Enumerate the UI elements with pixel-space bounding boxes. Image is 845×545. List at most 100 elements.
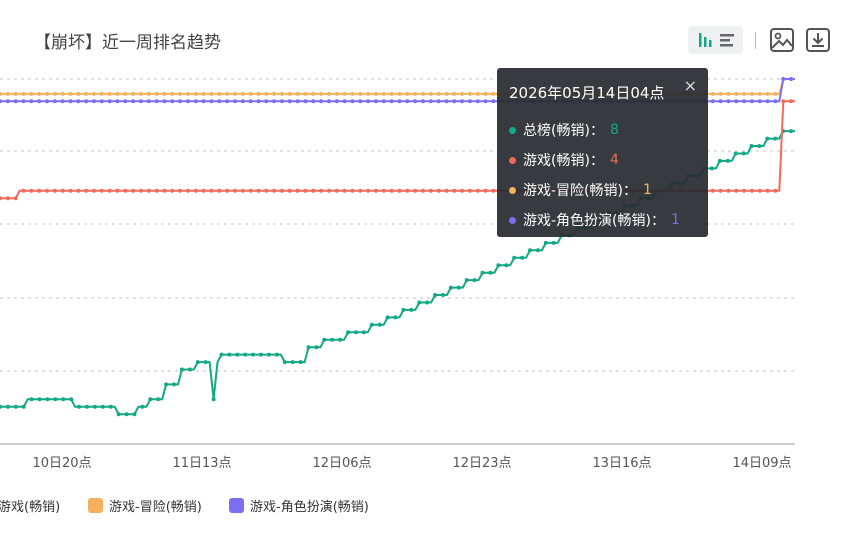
series-point-1 (358, 188, 363, 193)
series-point-1 (99, 188, 104, 193)
series-point-3 (436, 99, 441, 104)
series-point-0 (179, 367, 184, 372)
series-point-1 (178, 188, 183, 193)
series-point-2 (256, 91, 261, 96)
series-point-3 (240, 99, 245, 104)
series-point-2 (225, 91, 230, 96)
download-button[interactable] (804, 26, 832, 54)
series-point-1 (381, 188, 386, 193)
series-point-1 (225, 188, 230, 193)
series-point-2 (491, 91, 496, 96)
series-point-3 (233, 99, 237, 104)
series-point-2 (483, 91, 488, 96)
series-point-3 (170, 99, 175, 104)
series-point-2 (76, 91, 81, 96)
series-point-0 (456, 285, 461, 290)
series-point-3 (264, 99, 269, 104)
series-point-0 (37, 397, 42, 402)
series-point-0 (195, 360, 200, 365)
series-point-3 (0, 99, 2, 104)
series-point-3 (272, 99, 277, 104)
x-tick-label: 10日20点 (32, 456, 91, 471)
series-point-0 (535, 248, 540, 253)
toolbar-divider (755, 32, 756, 49)
legend-item-game[interactable]: 游戏(畅销) (0, 494, 60, 516)
series-point-0 (251, 352, 256, 357)
series-point-1 (256, 188, 261, 193)
tooltip-dot (509, 186, 516, 194)
tooltip-dot (509, 216, 516, 224)
series-point-3 (789, 77, 794, 81)
series-point-2 (389, 91, 394, 96)
series-point-3 (178, 99, 183, 104)
series-point-0 (274, 352, 279, 357)
series-point-1 (749, 188, 754, 193)
series-point-1 (240, 188, 245, 193)
save-image-button[interactable] (768, 26, 796, 54)
tooltip-series-name: 游戏-角色扮演(畅销) (523, 213, 651, 229)
series-point-3 (726, 99, 731, 104)
series-point-2 (0, 91, 2, 96)
series-point-0 (789, 129, 793, 134)
series-point-1 (742, 188, 747, 193)
series-point-3 (303, 99, 308, 104)
image-icon (770, 28, 794, 52)
series-point-2 (428, 91, 433, 96)
series-point-1 (21, 188, 26, 193)
series-point-2 (170, 91, 175, 96)
series-point-0 (290, 360, 295, 365)
series-point-3 (131, 99, 136, 104)
series-point-2 (475, 91, 480, 96)
series-point-1 (107, 188, 112, 193)
series-point-0 (472, 278, 477, 283)
series-point-3 (342, 99, 347, 104)
series-point-0 (77, 404, 82, 409)
series-point-1 (154, 188, 159, 193)
series-point-2 (734, 91, 739, 96)
series-point-0 (282, 360, 287, 365)
rank-trend-chart: 10日20点 11日13点 12日06点 12日23点 13日16点 14日09点 (0, 77, 795, 471)
series-point-2 (374, 91, 378, 96)
series-point-1 (193, 188, 198, 193)
series-point-2 (765, 91, 770, 96)
series-point-0 (0, 404, 2, 409)
series-point-3 (749, 99, 754, 104)
series-point-1 (84, 188, 89, 193)
series-point-0 (108, 404, 113, 409)
series-point-1 (452, 188, 457, 193)
series-point-3 (460, 99, 465, 104)
series-point-0 (417, 300, 422, 305)
series-point-3 (781, 77, 786, 81)
series-point-2 (29, 91, 34, 96)
series-point-0 (69, 397, 74, 402)
series-point-3 (374, 99, 378, 104)
series-point-0 (369, 322, 374, 327)
series-point-3 (381, 99, 386, 104)
legend-item-adventure[interactable]: 游戏-冒险(畅销) (88, 494, 202, 516)
chart-toolbar (688, 26, 838, 56)
series-point-2 (452, 91, 457, 96)
series-point-3 (483, 99, 488, 104)
series-point-0 (45, 397, 50, 402)
series-point-2 (436, 91, 441, 96)
legend-label: 游戏(畅销) (0, 499, 61, 515)
chart-view-toggle-button[interactable] (688, 26, 743, 54)
series-point-0 (765, 136, 770, 141)
series-point-1 (773, 188, 778, 193)
series-point-3 (201, 99, 206, 104)
tooltip-row: 总榜(畅销)： 8 (509, 115, 696, 145)
tooltip-dot (509, 156, 516, 164)
legend-item-rpg[interactable]: 游戏-角色扮演(畅销) (229, 494, 369, 516)
tooltip-close-button[interactable]: × (683, 76, 697, 95)
series-point-1 (436, 188, 441, 193)
series-point-2 (21, 91, 26, 96)
tooltip-row: 游戏-冒险(畅销)： 1 (509, 175, 696, 205)
series-point-0 (314, 345, 319, 350)
x-tick-label: 12日06点 (312, 456, 371, 471)
series-point-1 (342, 188, 347, 193)
series-point-2 (749, 91, 754, 96)
series-point-2 (60, 91, 65, 96)
series-point-1 (366, 188, 371, 193)
series-point-2 (303, 91, 308, 96)
series-point-1 (468, 188, 472, 193)
